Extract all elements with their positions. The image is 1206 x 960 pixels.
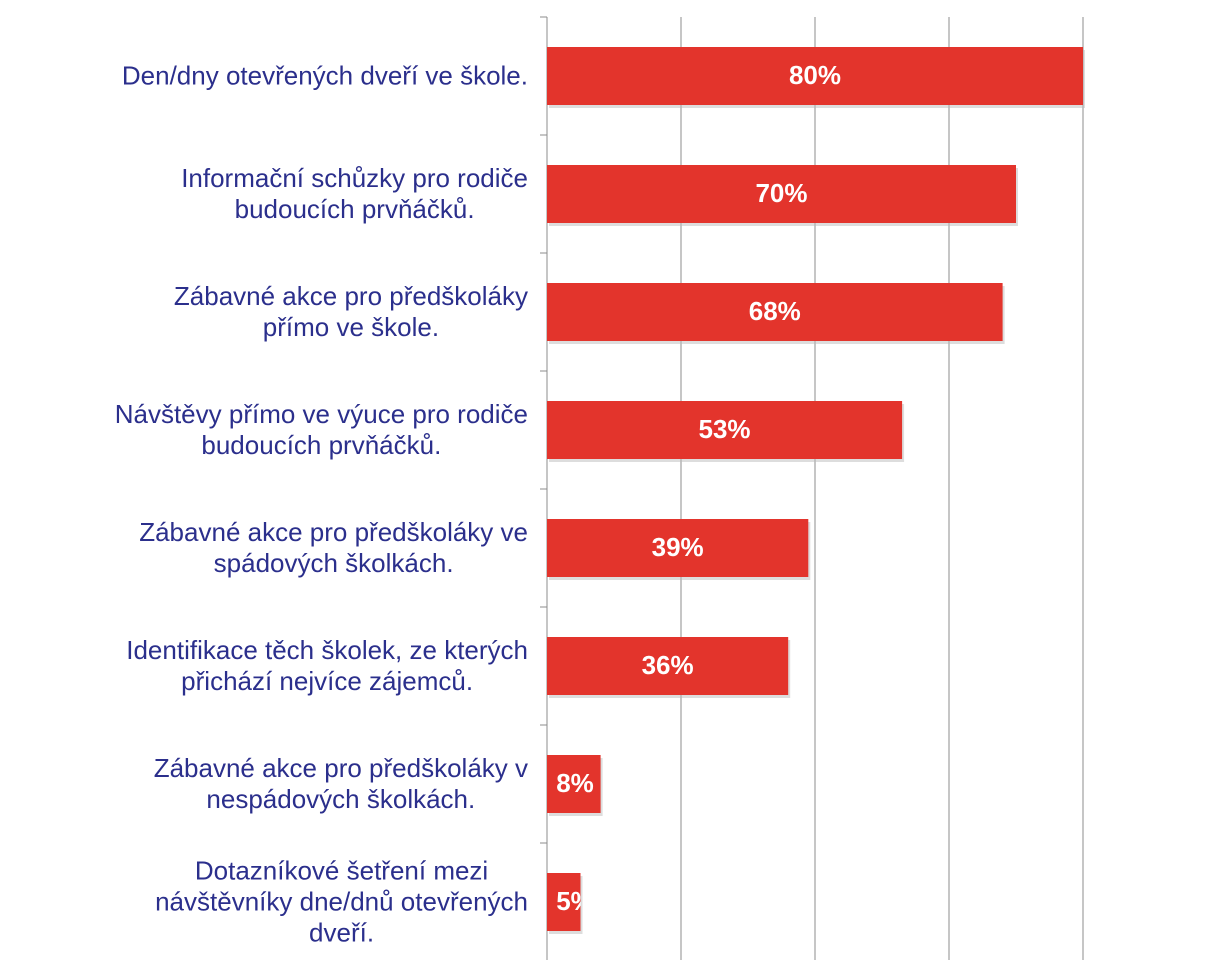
category-label: Návštěvy přímo ve výuce pro rodiče budou… xyxy=(114,399,528,460)
value-label: 5% xyxy=(556,886,594,916)
value-label: 70% xyxy=(755,178,807,208)
category-label: Identifikace těch školek, ze kterých při… xyxy=(126,635,528,696)
value-label: 39% xyxy=(652,532,704,562)
bar xyxy=(547,165,1016,223)
value-label: 53% xyxy=(699,414,751,444)
bar xyxy=(547,755,601,813)
category-label: Zábavné akce pro předškoláky ve spádovýc… xyxy=(139,517,528,578)
bar xyxy=(547,519,809,577)
category-label: Den/dny otevřených dveří ve škole. xyxy=(121,60,528,91)
value-label: 8% xyxy=(556,768,594,798)
category-label: Dotazníkové šetření mezi návštěvníky dne… xyxy=(155,855,528,948)
bar xyxy=(547,283,1003,341)
bar xyxy=(547,401,903,459)
bar xyxy=(547,47,1083,105)
category-label: Informační schůzky pro rodiče budoucích … xyxy=(181,163,528,224)
category-label: Zábavné akce pro předškoláky v nespádový… xyxy=(153,753,528,814)
category-label: Zábavné akce pro předškoláky přímo ve šk… xyxy=(173,281,528,342)
bar xyxy=(547,873,581,931)
value-label: 80% xyxy=(789,60,841,90)
bar xyxy=(547,637,789,695)
value-label: 36% xyxy=(642,650,694,680)
value-label: 68% xyxy=(749,296,801,326)
